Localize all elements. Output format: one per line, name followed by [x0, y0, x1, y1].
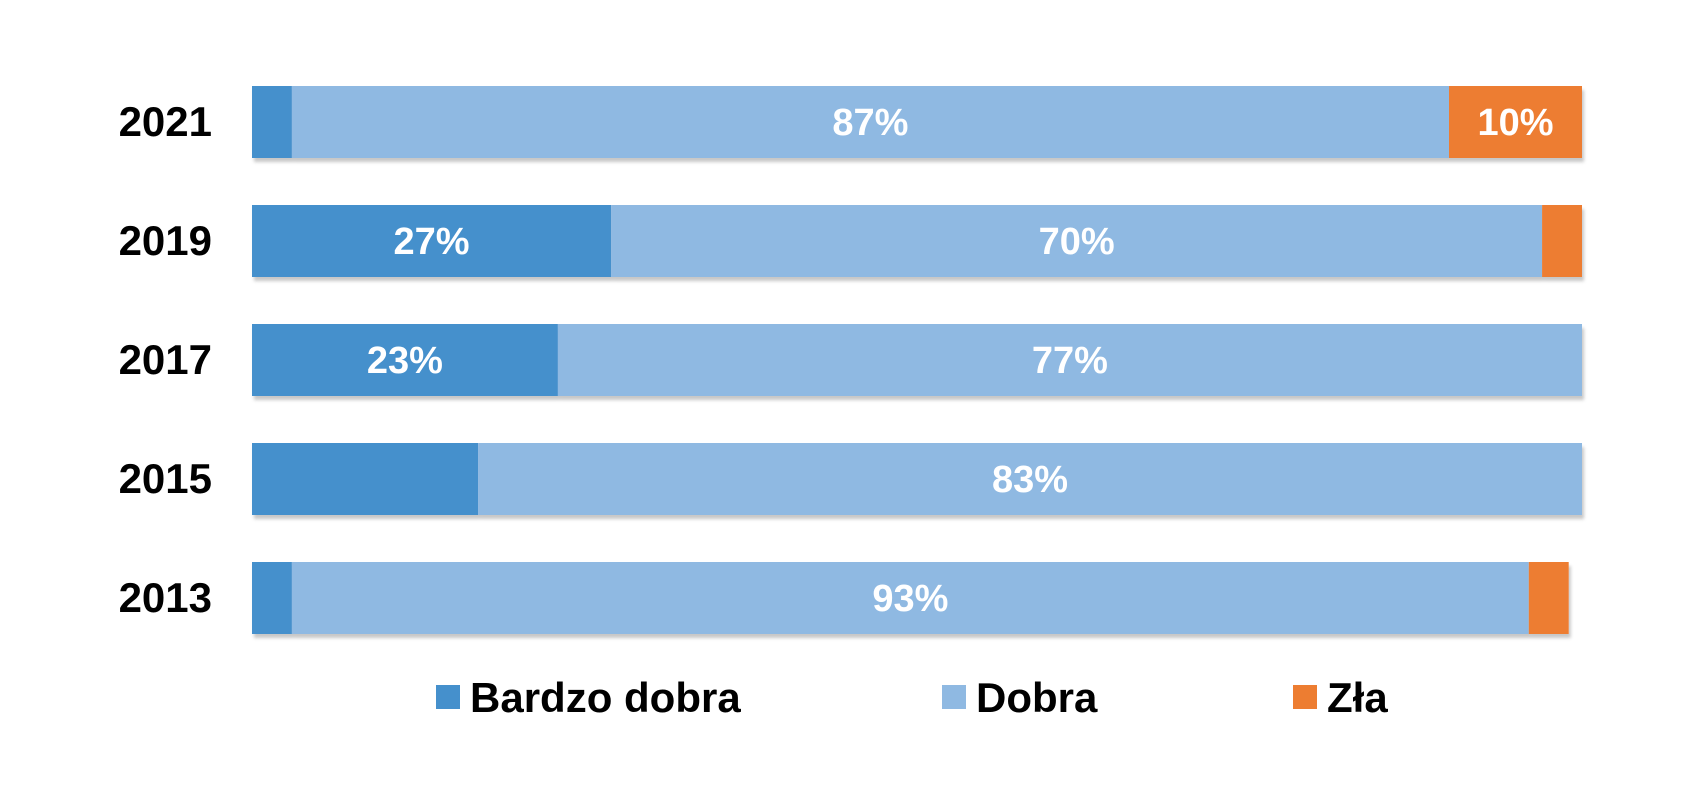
data-label-2019-0: 27% — [394, 221, 470, 263]
bar-segment-2015-1 — [478, 443, 1583, 515]
data-label-2017-0: 23% — [367, 340, 443, 382]
bar-segment-2021-2 — [1449, 86, 1582, 158]
bar-row-2013 — [252, 562, 1569, 634]
data-label-2021-1: 87% — [832, 102, 908, 144]
legend-swatch-1 — [942, 685, 966, 709]
bar-row-2015 — [252, 443, 1583, 515]
legend-label-2: Zła — [1327, 674, 1388, 721]
data-label-2013-1: 93% — [872, 578, 948, 620]
bar-segment-2015-0 — [252, 443, 479, 515]
category-label-2019: 2019 — [119, 217, 212, 264]
bar-row-2017 — [252, 324, 1582, 396]
data-label-2015-1: 83% — [992, 459, 1068, 501]
bar-segment-2019-1 — [611, 205, 1543, 277]
legend-label-1: Dobra — [976, 674, 1098, 721]
category-label-2021: 2021 — [119, 98, 212, 145]
legend-swatch-0 — [436, 685, 460, 709]
legend: Bardzo dobra Dobra Zła — [436, 674, 1388, 721]
data-label-2021-2: 10% — [1477, 102, 1553, 144]
category-labels-layer: 2021 87% 10% 2019 27% 70% 2017 23% 77% 2015 83% 201… — [119, 98, 1554, 621]
data-label-2019-1: 70% — [1039, 221, 1115, 263]
legend-swatch-2 — [1293, 685, 1317, 709]
bar-row-2019 — [252, 205, 1582, 277]
bar-row-2021 — [252, 86, 1582, 158]
bar-segment-2017-0 — [252, 324, 558, 396]
bars-layer — [252, 86, 1583, 634]
category-label-2013: 2013 — [119, 574, 212, 621]
bar-segment-2021-1 — [291, 86, 1449, 158]
bar-segment-2013-2 — [1528, 562, 1569, 634]
legend-label-0: Bardzo dobra — [470, 674, 741, 721]
category-label-2015: 2015 — [119, 455, 212, 502]
bar-segment-2013-0 — [252, 562, 292, 634]
bar-segment-2019-0 — [252, 205, 612, 277]
bar-segment-2017-1 — [557, 324, 1582, 396]
data-label-2017-1: 77% — [1032, 340, 1108, 382]
bar-segment-2019-2 — [1542, 205, 1582, 277]
bar-segment-2021-0 — [252, 86, 292, 158]
bar-segment-2013-1 — [291, 562, 1529, 634]
category-label-2017: 2017 — [119, 336, 212, 383]
